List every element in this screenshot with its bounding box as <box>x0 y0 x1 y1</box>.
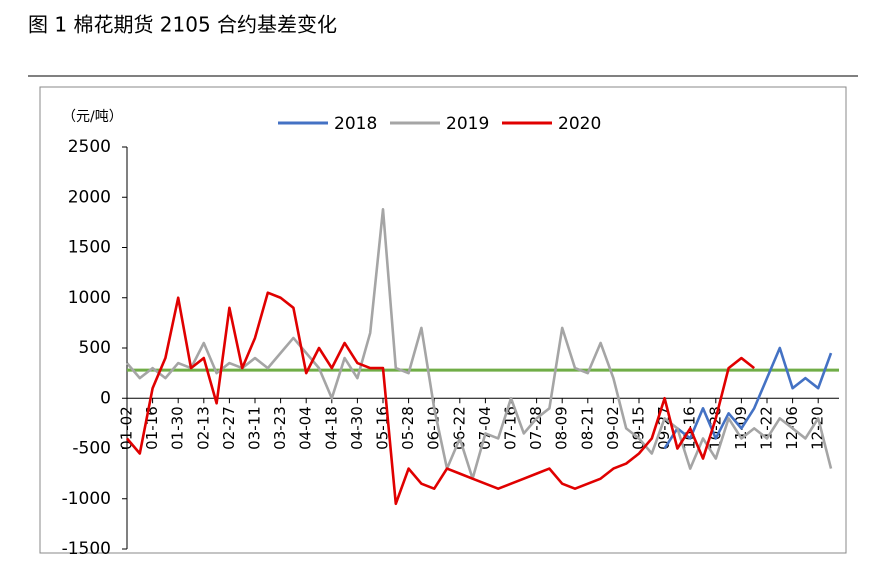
x-tick-label: 03-11 <box>246 406 264 450</box>
x-tick-label: 02-13 <box>194 406 212 450</box>
x-tick-label: 05-28 <box>399 406 417 450</box>
chart-frame <box>39 86 847 554</box>
legend-label: 2019 <box>446 114 489 134</box>
x-tick-label: 09-02 <box>604 406 622 450</box>
x-tick-label: 04-04 <box>297 406 315 450</box>
x-tick-label: 09-27 <box>655 406 673 450</box>
series-line <box>126 291 756 506</box>
x-tick-label: 07-28 <box>527 406 545 450</box>
x-tick-label: 06-22 <box>450 406 468 450</box>
legend-label: 2020 <box>558 114 601 134</box>
y-tick-label: 1000 <box>68 288 111 308</box>
x-tick-label: 11-22 <box>758 406 776 450</box>
x-tick-label: 06-10 <box>425 406 443 450</box>
x-tick-label: 08-21 <box>578 406 596 450</box>
x-tick-label: 02-27 <box>220 406 238 450</box>
y-axis-label: （元/吨） <box>62 109 123 125</box>
x-tick-label: 01-30 <box>169 406 187 450</box>
y-tick-label: 1500 <box>68 238 111 258</box>
x-tick-label: 10-28 <box>706 406 724 450</box>
y-tick-label: 0 <box>100 388 111 408</box>
legend-label: 2018 <box>334 114 377 134</box>
y-tick-label: -1000 <box>62 489 111 509</box>
y-tick-label: -1500 <box>62 539 111 559</box>
y-tick-label: -500 <box>72 439 111 459</box>
x-tick-label: 04-18 <box>322 406 340 450</box>
chart-title: 图 1 棉花期货 2105 合约基差变化 <box>28 13 337 37</box>
x-tick-label: 03-23 <box>271 406 289 450</box>
x-tick-label: 09-15 <box>630 406 648 450</box>
x-tick-label: 08-09 <box>553 406 571 450</box>
y-tick-label: 2500 <box>68 137 111 157</box>
x-tick-label: 07-04 <box>476 406 494 450</box>
y-tick-label: 500 <box>79 338 111 358</box>
x-tick-label: 01-02 <box>118 406 136 450</box>
x-tick-label: 04-30 <box>348 406 366 450</box>
y-tick-label: 2000 <box>68 187 111 207</box>
series-line <box>126 208 833 480</box>
